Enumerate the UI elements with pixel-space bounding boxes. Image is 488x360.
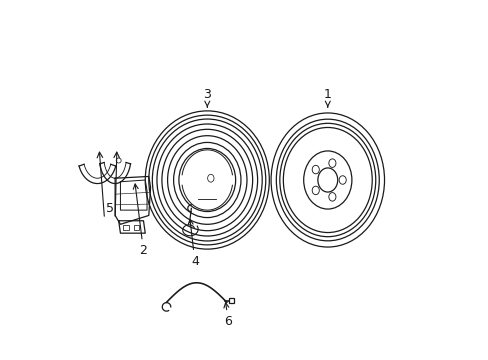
Bar bbox=[228, 298, 234, 303]
Bar bbox=[122, 225, 128, 230]
Text: 1: 1 bbox=[323, 89, 331, 107]
Text: 4: 4 bbox=[188, 220, 199, 268]
Text: 5: 5 bbox=[105, 202, 114, 215]
Bar bbox=[133, 225, 139, 230]
Text: 3: 3 bbox=[203, 89, 211, 107]
Text: 6: 6 bbox=[224, 303, 232, 328]
Text: 2: 2 bbox=[133, 184, 147, 257]
